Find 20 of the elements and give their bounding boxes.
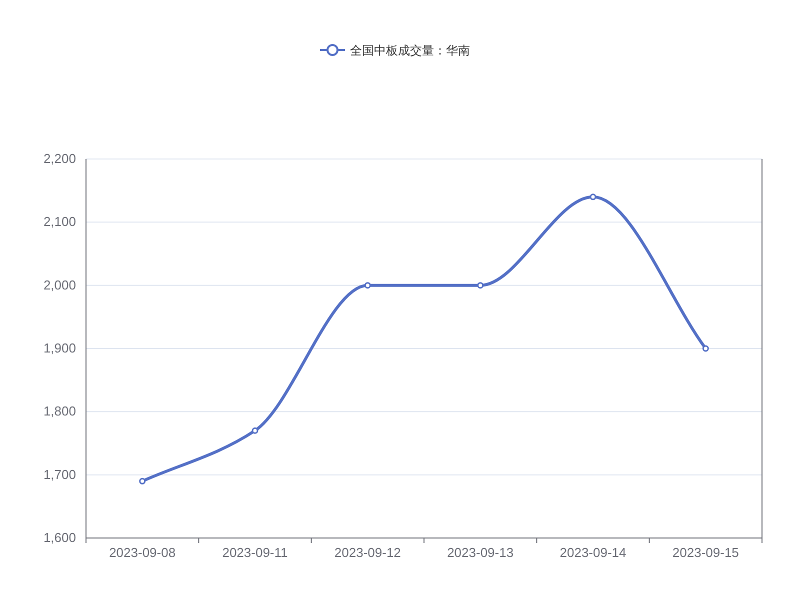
y-tick-label: 1,900 — [43, 340, 76, 356]
point — [364, 282, 371, 289]
y-tick-label: 2,000 — [43, 277, 76, 292]
x-tick-label: 2023-09-08 — [109, 545, 176, 560]
x-tick-label: 2023-09-13 — [447, 545, 514, 560]
legend-label: 全国中板成交量：华南 — [350, 44, 470, 58]
point — [702, 345, 709, 352]
x-tick-label: 2023-09-11 — [222, 545, 288, 560]
y-tick-label: 2,100 — [43, 214, 76, 230]
point — [139, 478, 146, 484]
x-tick-label: 2023-09-14 — [560, 545, 626, 560]
y-tick-label: 1,700 — [43, 466, 76, 482]
y-tick-label: 1,800 — [43, 404, 76, 419]
point — [252, 427, 258, 434]
point — [590, 194, 596, 200]
x-tick-label: 2023-09-12 — [334, 545, 401, 560]
y-tick-label: 2,200 — [43, 151, 76, 166]
x-tick-label: 2023-09-15 — [672, 545, 739, 560]
y-tick-label: 1,600 — [43, 530, 76, 545]
point — [477, 282, 484, 289]
